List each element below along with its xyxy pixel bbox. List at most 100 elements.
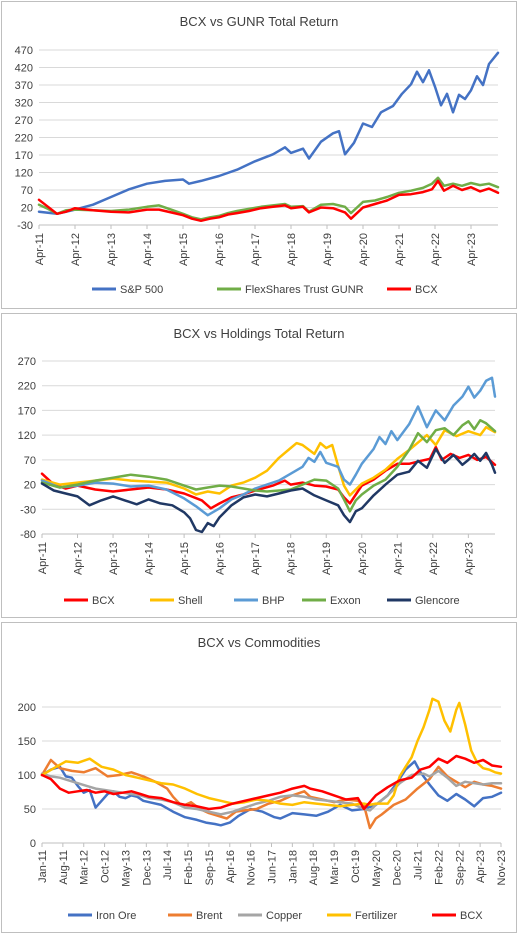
x-tick-label: Feb-22 (433, 850, 445, 885)
series-line-flexshares-trust-gunr (37, 176, 500, 221)
y-tick-label: 270 (18, 356, 36, 368)
x-tick-label: Apr-16 (225, 850, 237, 883)
x-tick-label: Apr-17 (250, 542, 262, 575)
x-tick-label: Apr-15 (179, 542, 191, 575)
x-tick-label: Jun-17 (267, 850, 279, 884)
y-tick-label: 50 (24, 804, 36, 816)
series-line-s-p-500 (37, 51, 500, 216)
legend-label-bhp: BHP (262, 595, 285, 607)
x-tick-label: Dec-20 (392, 850, 404, 885)
x-tick-label: Apr-16 (214, 233, 226, 266)
y-tick-label: 470 (15, 45, 33, 57)
y-tick-label: -30 (17, 220, 33, 232)
y-tick-label: 170 (15, 150, 33, 162)
series-line-bcx (40, 754, 503, 811)
legend-label-shell: Shell (178, 595, 202, 607)
y-tick-label: 170 (18, 405, 36, 417)
series-line-exxon (40, 419, 497, 513)
legend-label-fertilizer: Fertilizer (355, 910, 398, 922)
x-tick-label: Jul-14 (162, 850, 174, 880)
series-line-iron-ore (40, 760, 503, 827)
x-tick-label: Apr-14 (144, 542, 156, 575)
y-tick-label: 220 (18, 381, 36, 393)
legend-label-glencore: Glencore (415, 595, 460, 607)
y-tick-label: 20 (21, 203, 33, 215)
legend-label-iron-ore: Iron Ore (96, 910, 136, 922)
x-tick-label: Nov-16 (246, 850, 258, 885)
y-tick-label: 320 (15, 98, 33, 110)
x-tick-label: Apr-20 (357, 542, 369, 575)
series-line-glencore (40, 447, 497, 534)
y-tick-label: -80 (20, 529, 36, 541)
x-tick-label: Apr-20 (358, 233, 370, 266)
legend-label-brent: Brent (196, 910, 222, 922)
x-tick-label: Nov-23 (496, 850, 508, 885)
x-tick-label: Apr-12 (70, 233, 82, 266)
series-line-shell (40, 425, 497, 497)
x-tick-label: Apr-21 (394, 233, 406, 266)
legend-label-s-p-500: S&P 500 (120, 284, 163, 296)
x-tick-label: Apr-14 (142, 233, 154, 266)
y-tick-label: 370 (15, 80, 33, 92)
x-tick-label: Oct-12 (100, 850, 112, 883)
x-tick-label: Apr-13 (106, 233, 118, 266)
x-tick-label: Apr-16 (215, 542, 227, 575)
x-tick-label: Jan-11 (37, 850, 49, 883)
y-tick-label: 70 (24, 455, 36, 467)
series-line-fertilizer (40, 697, 503, 808)
x-tick-label: Sep-15 (204, 850, 216, 885)
y-tick-label: 100 (18, 770, 36, 782)
x-tick-label: Apr-12 (73, 542, 85, 575)
y-tick-label: 0 (30, 838, 36, 850)
x-tick-label: May-20 (371, 850, 383, 887)
chart-holdings-total-return: BCX vs Holdings Total Return 270 220 170 120… (18, 326, 497, 607)
y-tick-label: 120 (15, 168, 33, 180)
x-tick-label: May-13 (120, 850, 132, 887)
x-tick-label: Aug-11 (58, 850, 70, 885)
x-tick-label: Apr-23 (466, 233, 478, 266)
y-tick-label: 200 (18, 702, 36, 714)
x-tick-label: Apr-23 (463, 542, 475, 575)
x-tick-label: Apr-22 (428, 542, 440, 575)
y-tick-label: 220 (15, 133, 33, 145)
y-tick-label: 420 (15, 63, 33, 75)
x-tick-label: Mar-12 (79, 850, 91, 885)
series-line-copper (40, 769, 503, 816)
y-tick-label: 70 (21, 185, 33, 197)
y-tick-label: -30 (20, 504, 36, 516)
x-tick-label: Aug-18 (308, 850, 320, 885)
legend-label-bcx: BCX (460, 910, 483, 922)
x-tick-label: Apr-21 (392, 542, 404, 575)
y-tick-label: 270 (15, 115, 33, 127)
legend-label-flexshares-trust-gunr: FlexShares Trust GUNR (245, 284, 364, 296)
x-tick-label: Oct-19 (350, 850, 362, 883)
legend-label-copper: Copper (266, 910, 302, 922)
x-tick-label: Apr-23 (475, 850, 487, 883)
x-tick-label: Apr-11 (34, 233, 46, 265)
legend-label-exxon: Exxon (330, 595, 361, 607)
x-tick-label: Jul-21 (413, 850, 425, 880)
x-tick-label: Apr-13 (108, 542, 120, 575)
x-tick-label: Apr-18 (286, 233, 298, 266)
x-tick-label: Apr-17 (250, 233, 262, 266)
x-tick-label: Feb-15 (183, 850, 195, 885)
x-tick-label: Apr-22 (430, 233, 442, 266)
chart-panel-2: BCX vs Holdings Total Return 270 220 170 120… (1, 313, 517, 618)
x-tick-label: Apr-15 (178, 233, 190, 266)
legend-label-bcx: BCX (415, 284, 438, 296)
chart-title: BCX vs GUNR Total Return (180, 14, 339, 29)
x-tick-label: Dec-13 (141, 850, 153, 885)
chart-title: BCX vs Holdings Total Return (173, 326, 344, 341)
x-tick-label: Jan-18 (287, 850, 299, 884)
y-tick-label: 120 (18, 430, 36, 442)
chart-panel-3: BCX vs Commodities 200 150 100 50 0 Jan-11 Aug-… (1, 622, 517, 933)
chart-panel-1: BCX vs GUNR Total Return 470 420 370 320 270 2… (1, 1, 517, 309)
chart-title: BCX vs Commodities (198, 635, 321, 650)
x-tick-label: Apr-11 (37, 542, 49, 574)
legend-label-bcx: BCX (92, 595, 115, 607)
series-line-bcx (37, 179, 500, 223)
x-tick-label: Apr-19 (322, 233, 334, 266)
y-tick-label: 150 (18, 736, 36, 748)
series-line-bhp (40, 376, 497, 517)
